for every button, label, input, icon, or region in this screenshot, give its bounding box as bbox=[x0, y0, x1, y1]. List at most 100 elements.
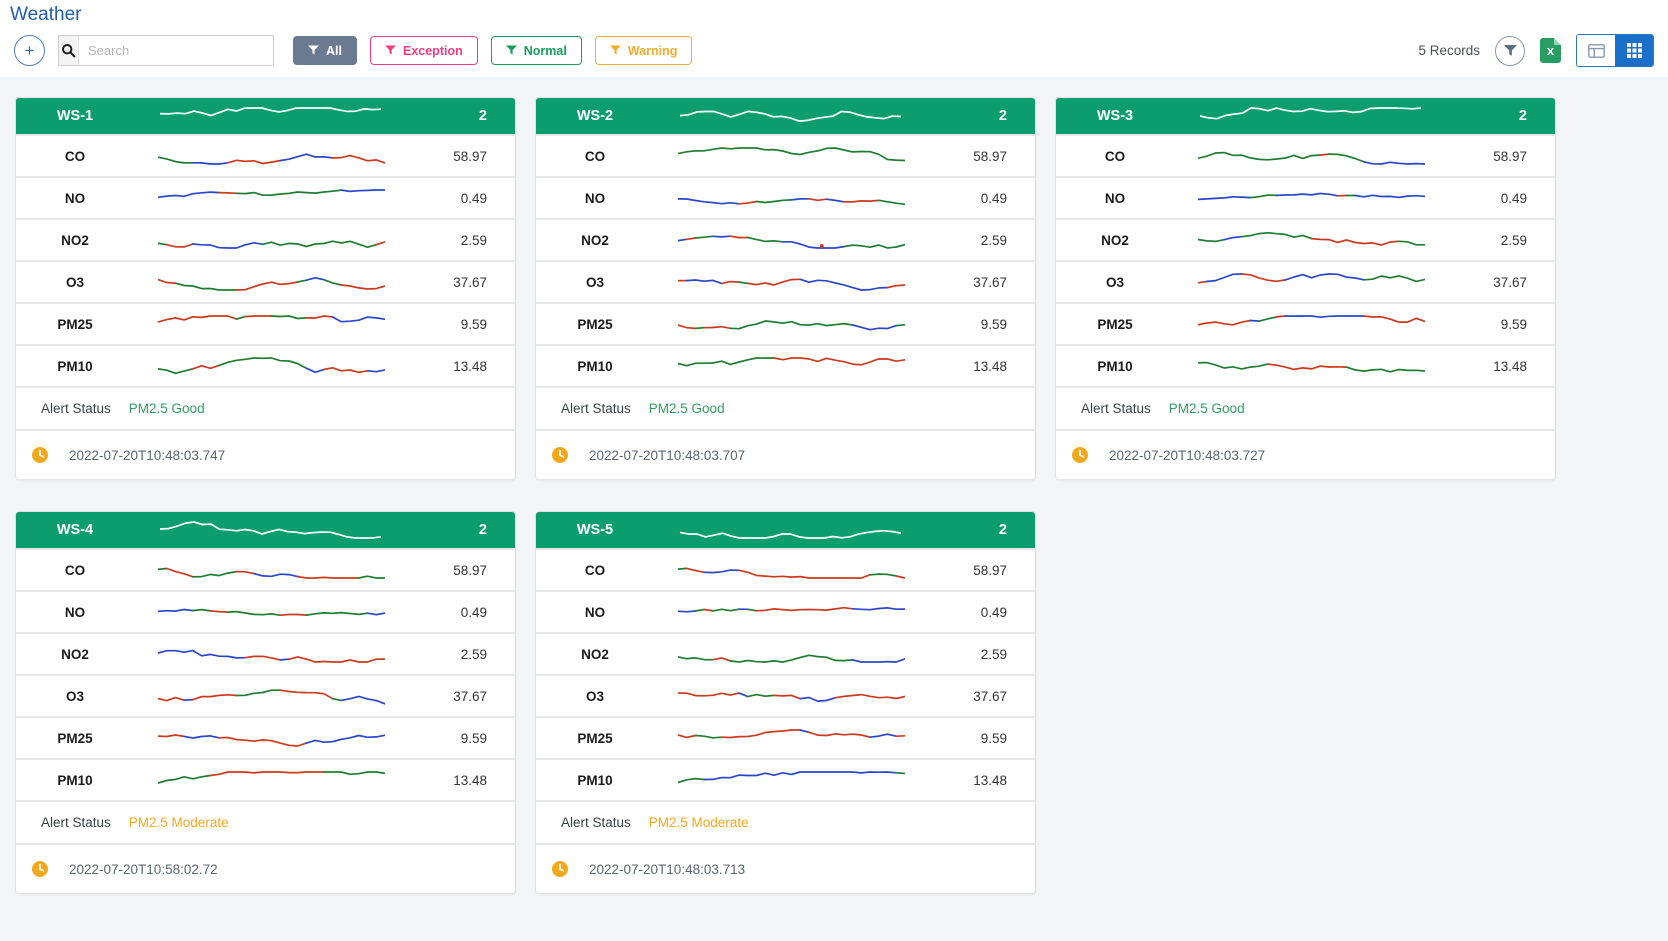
timestamp: 2022-07-20T10:58:02.72 bbox=[69, 861, 218, 877]
filter-exception-label: Exception bbox=[402, 43, 463, 58]
metric-rows: CO 58.97 NO 0.49 NO2 2.59 O3 37.67 PM25 … bbox=[16, 136, 515, 386]
records-count: 5 Records bbox=[1418, 43, 1480, 58]
metric-sparkline bbox=[134, 143, 415, 169]
alert-status-value: PM2.5 Good bbox=[1168, 401, 1245, 416]
metric-label: CO bbox=[584, 562, 606, 578]
metric-sparkline bbox=[134, 683, 415, 709]
metric-value: 58.97 bbox=[1493, 148, 1527, 164]
timestamp: 2022-07-20T10:48:03.727 bbox=[1109, 447, 1266, 463]
station-card-header: WS-4 2 bbox=[16, 512, 515, 548]
metric-sparkline bbox=[1174, 269, 1455, 295]
timestamp: 2022-07-20T10:48:03.747 bbox=[69, 447, 226, 463]
station-card-header: WS-3 2 bbox=[1056, 98, 1555, 134]
metric-label: PM25 bbox=[577, 730, 613, 746]
alert-status-row: Alert Status PM2.5 Moderate bbox=[16, 802, 515, 843]
station-card[interactable]: WS-1 2 CO 58.97 NO 0.49 NO2 2.59 O3 37.6… bbox=[15, 97, 516, 480]
metric-sparkline bbox=[654, 683, 935, 709]
station-card[interactable]: WS-3 2 CO 58.97 NO 0.49 NO2 2.59 O3 37.6… bbox=[1055, 97, 1556, 480]
clock-icon bbox=[1072, 447, 1088, 463]
metric-value: 13.48 bbox=[1493, 358, 1527, 374]
timestamp-row: 2022-07-20T10:48:03.727 bbox=[1056, 431, 1555, 479]
metric-label: NO2 bbox=[61, 646, 89, 662]
table-view-icon bbox=[1587, 43, 1605, 58]
filter-all-button[interactable]: All bbox=[293, 36, 357, 65]
search-box bbox=[58, 35, 274, 66]
metric-value: 58.97 bbox=[973, 148, 1007, 164]
metric-value: 58.97 bbox=[453, 148, 487, 164]
alert-status-row: Alert Status PM2.5 Good bbox=[16, 388, 515, 429]
table-view-button[interactable] bbox=[1577, 35, 1615, 66]
metric-row: NO2 2.59 bbox=[16, 634, 515, 674]
metric-sparkline bbox=[654, 599, 935, 625]
metric-row: NO 0.49 bbox=[1056, 178, 1555, 218]
metric-label: O3 bbox=[1105, 274, 1124, 290]
metric-row: NO 0.49 bbox=[536, 178, 1035, 218]
metric-sparkline bbox=[134, 353, 415, 379]
metric-label: NO bbox=[64, 190, 86, 206]
alert-status-label: Alert Status bbox=[1081, 401, 1151, 416]
timestamp-row: 2022-07-20T10:48:03.707 bbox=[536, 431, 1035, 479]
excel-letter: x bbox=[1546, 43, 1555, 58]
alert-status-label: Alert Status bbox=[41, 815, 111, 830]
funnel-icon bbox=[384, 45, 396, 55]
metric-sparkline bbox=[654, 311, 935, 337]
metric-row: PM25 9.59 bbox=[16, 304, 515, 344]
search-input[interactable] bbox=[79, 36, 273, 65]
station-trend-sparkline bbox=[1174, 103, 1455, 129]
metric-row: O3 37.67 bbox=[1056, 262, 1555, 302]
filter-normal-button[interactable]: Normal bbox=[490, 36, 582, 65]
station-count: 2 bbox=[478, 108, 487, 124]
metric-label: CO bbox=[584, 148, 606, 164]
station-count: 2 bbox=[998, 522, 1007, 538]
metric-row: PM25 9.59 bbox=[16, 718, 515, 758]
metric-value: 2.59 bbox=[460, 232, 487, 248]
page-header: Weather + All Exception Normal Warning 5… bbox=[0, 0, 1668, 77]
metric-rows: CO 58.97 NO 0.49 NO2 2.59 O3 37.67 PM25 … bbox=[1056, 136, 1555, 386]
metric-sparkline bbox=[1174, 227, 1455, 253]
metric-value: 37.67 bbox=[1493, 274, 1527, 290]
timestamp-row: 2022-07-20T10:58:02.72 bbox=[16, 845, 515, 893]
metric-value: 37.67 bbox=[453, 688, 487, 704]
metric-value: 2.59 bbox=[460, 646, 487, 662]
add-button[interactable]: + bbox=[14, 35, 45, 66]
metric-label: PM25 bbox=[57, 316, 93, 332]
timestamp-row: 2022-07-20T10:48:03.713 bbox=[536, 845, 1035, 893]
filter-exception-button[interactable]: Exception bbox=[369, 36, 478, 65]
metric-row: NO2 2.59 bbox=[536, 220, 1035, 260]
station-card[interactable]: WS-5 2 CO 58.97 NO 0.49 NO2 2.59 O3 37.6… bbox=[535, 511, 1036, 894]
metric-label: PM10 bbox=[57, 772, 93, 788]
filter-panel-button[interactable] bbox=[1495, 35, 1525, 66]
metric-sparkline bbox=[654, 767, 935, 793]
station-card[interactable]: WS-4 2 CO 58.97 NO 0.49 NO2 2.59 O3 37.6… bbox=[15, 511, 516, 894]
metric-row: PM10 13.48 bbox=[16, 760, 515, 800]
funnel-icon bbox=[505, 45, 517, 55]
station-name: WS-4 bbox=[56, 522, 94, 538]
metric-value: 9.59 bbox=[460, 316, 487, 332]
metric-row: O3 37.67 bbox=[536, 676, 1035, 716]
metric-row: NO 0.49 bbox=[16, 178, 515, 218]
filter-warning-button[interactable]: Warning bbox=[594, 36, 693, 65]
station-card[interactable]: WS-2 2 CO 58.97 NO 0.49 NO2 2.59 O3 37.6… bbox=[535, 97, 1036, 480]
metric-sparkline bbox=[654, 269, 935, 295]
station-trend-sparkline bbox=[134, 103, 415, 129]
metric-label: NO bbox=[1104, 190, 1126, 206]
metric-value: 13.48 bbox=[453, 358, 487, 374]
excel-export-icon[interactable]: x bbox=[1540, 38, 1561, 63]
metric-label: NO bbox=[64, 604, 86, 620]
metric-row: PM25 9.59 bbox=[536, 304, 1035, 344]
metric-label: O3 bbox=[65, 688, 84, 704]
metric-sparkline bbox=[654, 557, 935, 583]
alert-status-value: PM2.5 Moderate bbox=[128, 815, 229, 830]
timestamp: 2022-07-20T10:48:03.713 bbox=[589, 861, 746, 877]
metric-label: NO2 bbox=[1101, 232, 1129, 248]
filter-all-label: All bbox=[326, 43, 342, 58]
grid-view-icon bbox=[1626, 43, 1642, 58]
metric-row: NO2 2.59 bbox=[1056, 220, 1555, 260]
metric-value: 0.49 bbox=[1500, 190, 1527, 206]
metric-sparkline bbox=[134, 311, 415, 337]
metric-label: PM10 bbox=[1097, 358, 1133, 374]
station-name: WS-1 bbox=[56, 108, 94, 124]
metric-row: NO2 2.59 bbox=[16, 220, 515, 260]
grid-view-button[interactable] bbox=[1615, 35, 1653, 66]
metric-sparkline bbox=[1174, 353, 1455, 379]
